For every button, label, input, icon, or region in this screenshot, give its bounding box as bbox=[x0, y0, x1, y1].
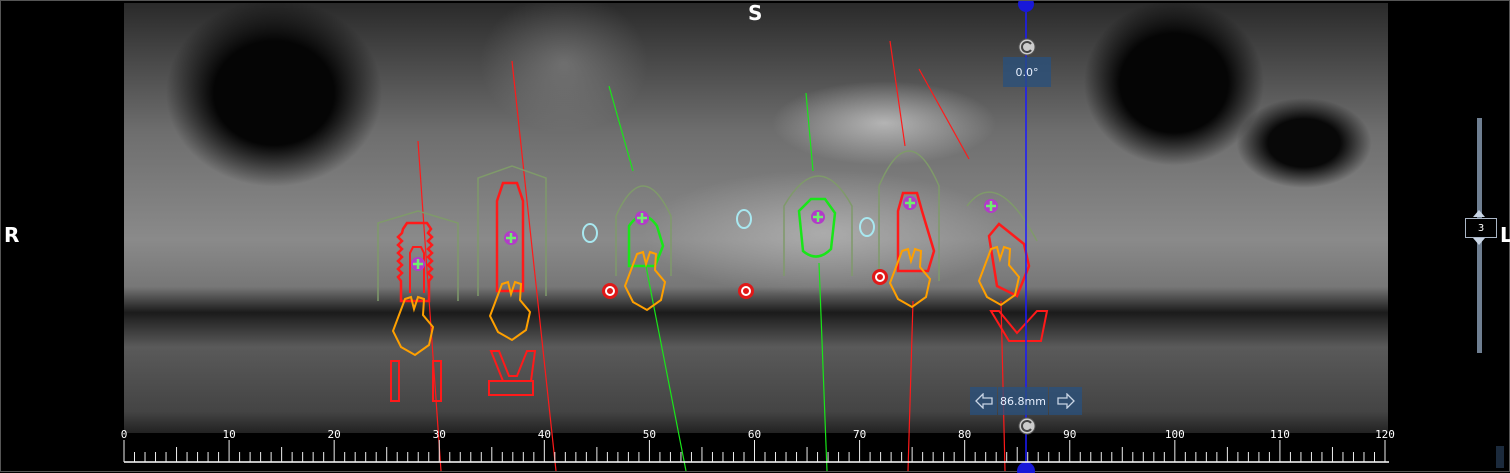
corner-handle[interactable] bbox=[1496, 446, 1504, 468]
orientation-superior: S bbox=[748, 1, 763, 25]
cursor-handle-top[interactable] bbox=[1018, 1, 1034, 12]
mm-ruler: 0 10 20 30 40 50 60 70 80 90 100 110 120 bbox=[121, 428, 1395, 463]
implant-4[interactable] bbox=[783, 92, 853, 472]
ruler-label: 0 bbox=[121, 428, 128, 441]
implant-handle[interactable] bbox=[809, 208, 827, 226]
implant-6[interactable] bbox=[918, 68, 1049, 472]
arrow-left-icon bbox=[974, 393, 993, 409]
implant-handle[interactable] bbox=[409, 255, 427, 273]
ruler-label: 120 bbox=[1375, 428, 1395, 441]
ruler-label: 100 bbox=[1165, 428, 1185, 441]
slice-slider-value[interactable]: 3 bbox=[1465, 218, 1497, 238]
arrow-down-icon[interactable] bbox=[1473, 238, 1485, 245]
ruler-label: 80 bbox=[958, 428, 971, 441]
prev-position-button[interactable] bbox=[970, 387, 997, 415]
ruler-label: 60 bbox=[748, 428, 761, 441]
orientation-right: R bbox=[4, 223, 20, 247]
implant-3[interactable] bbox=[608, 85, 687, 472]
rotation-angle-display: 0.0° bbox=[1003, 57, 1051, 87]
arrow-up-icon[interactable] bbox=[1473, 210, 1485, 217]
position-display: 86.8mm bbox=[998, 387, 1048, 415]
next-position-button[interactable] bbox=[1049, 387, 1082, 415]
ruler-label: 40 bbox=[538, 428, 551, 441]
reference-point-2[interactable] bbox=[737, 282, 755, 300]
implant-1[interactable] bbox=[377, 140, 459, 472]
ruler-label: 110 bbox=[1270, 428, 1290, 441]
implant-handle[interactable] bbox=[502, 229, 520, 247]
implant-handle[interactable] bbox=[982, 197, 1000, 215]
ruler-label: 90 bbox=[1063, 428, 1076, 441]
reference-point-1[interactable] bbox=[601, 282, 619, 300]
implant-2[interactable] bbox=[477, 60, 557, 472]
ruler-label: 10 bbox=[222, 428, 235, 441]
implant-handle[interactable] bbox=[901, 194, 919, 212]
ruler-label: 30 bbox=[433, 428, 446, 441]
nerve-markers bbox=[582, 209, 875, 243]
implant-handle[interactable] bbox=[633, 209, 651, 227]
orientation-left: L bbox=[1500, 223, 1510, 247]
arrow-right-icon bbox=[1056, 393, 1075, 409]
panoramic-scan-image[interactable] bbox=[124, 3, 1388, 433]
ruler-label: 20 bbox=[328, 428, 341, 441]
ruler-label: 70 bbox=[853, 428, 866, 441]
rotate-icon[interactable] bbox=[1018, 38, 1036, 56]
ruler-label: 50 bbox=[643, 428, 656, 441]
reference-point-3[interactable] bbox=[871, 268, 889, 286]
implant-5[interactable] bbox=[878, 40, 940, 472]
rotate-icon[interactable] bbox=[1018, 417, 1036, 435]
cursor-handle-bottom[interactable] bbox=[1017, 462, 1035, 473]
